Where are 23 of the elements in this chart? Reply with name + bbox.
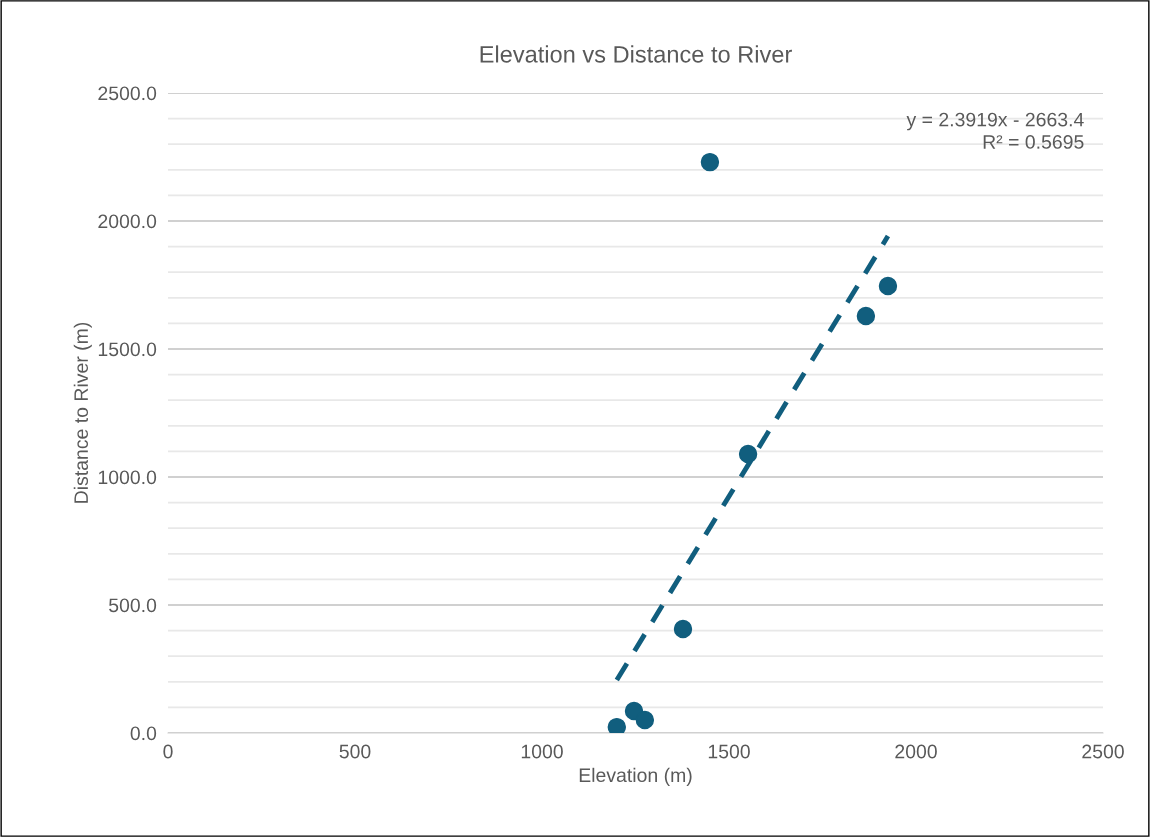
y-tick-label: 500.0 xyxy=(109,598,157,613)
x-tick-label: 2500 xyxy=(1082,744,1124,759)
annotation: y = 2.3919x - 2663.4 xyxy=(906,112,1084,131)
y-tick-label: 2500.0 xyxy=(98,86,157,101)
x-tick-label: 500 xyxy=(339,744,371,759)
point xyxy=(878,276,898,296)
y-tick-label: 0.0 xyxy=(130,726,157,741)
y-tick-label: 1000.0 xyxy=(98,470,157,485)
point xyxy=(738,444,758,464)
y-tick-label: 1500.0 xyxy=(98,342,157,357)
point xyxy=(635,710,655,730)
x-axis-title: Elevation (m) xyxy=(579,767,692,786)
point xyxy=(673,619,693,639)
x-tick-label: 0 xyxy=(163,744,173,759)
x-tick-label: 2000 xyxy=(895,744,937,759)
point xyxy=(700,152,720,172)
annotation: R² = 0.5695 xyxy=(983,135,1084,149)
x-tick-label: 1500 xyxy=(708,744,750,759)
y-axis-title: Distance to River (m) xyxy=(73,322,92,503)
chart-title: Elevation vs Distance to River xyxy=(480,45,792,63)
point xyxy=(856,306,876,326)
x-tick-label: 1000 xyxy=(521,744,563,759)
y-tick-label: 2000.0 xyxy=(98,214,157,229)
